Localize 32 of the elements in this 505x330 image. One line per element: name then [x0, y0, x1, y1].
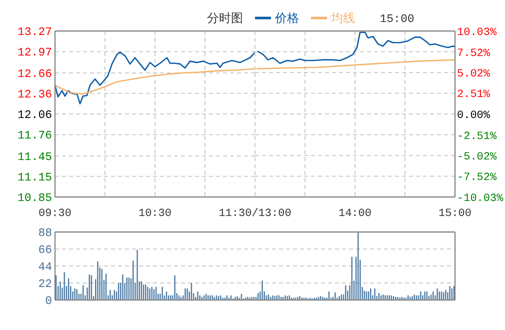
y-tick-label: 12.66 — [17, 68, 52, 81]
text: 15:00 — [380, 13, 414, 26]
y2-tick-label: 0.00% — [457, 110, 490, 122]
chart-title: 分时图 — [207, 11, 243, 25]
y-tick-label: 12.97 — [17, 46, 52, 60]
y-tick-label: 10.85 — [17, 192, 52, 205]
y2-tick-label: -10.03% — [457, 193, 504, 205]
y2-tick-label: -2.51% — [457, 130, 498, 143]
y-tick-label: 0 — [45, 295, 52, 308]
y2-tick-label: 10.03% — [457, 27, 498, 39]
y-tick-label: 88 — [38, 227, 52, 240]
y-tick-label: 13.27 — [17, 26, 52, 39]
y-tick-label: 66 — [38, 244, 52, 257]
legend-label: 价格 — [274, 11, 299, 25]
y2-tick-label: -7.52% — [457, 172, 498, 184]
y-tick-label: 12.06 — [17, 109, 52, 122]
y-tick-label: 22 — [38, 278, 52, 291]
y2-tick-label: -5.02% — [457, 152, 498, 164]
y2-tick-label: 2.51% — [457, 89, 490, 102]
x-tick-label: 11:30/13:00 — [218, 208, 292, 220]
y2-tick-label: 5.02% — [457, 68, 490, 80]
legend-label: 均线 — [330, 11, 355, 25]
x-tick-label: 14:00 — [338, 208, 372, 220]
y2-tick-label: 7.52% — [457, 48, 490, 60]
y-tick-label: 11.15 — [17, 171, 52, 184]
x-tick-label: 09:30 — [38, 208, 72, 220]
y-tick-label: 11.76 — [17, 130, 52, 143]
y-tick-label: 12.36 — [17, 88, 52, 102]
x-tick-label: 15:00 — [438, 208, 472, 220]
y-tick-label: 44 — [38, 261, 52, 274]
y-tick-label: 11.45 — [17, 150, 52, 164]
x-tick-label: 10:30 — [138, 208, 172, 220]
